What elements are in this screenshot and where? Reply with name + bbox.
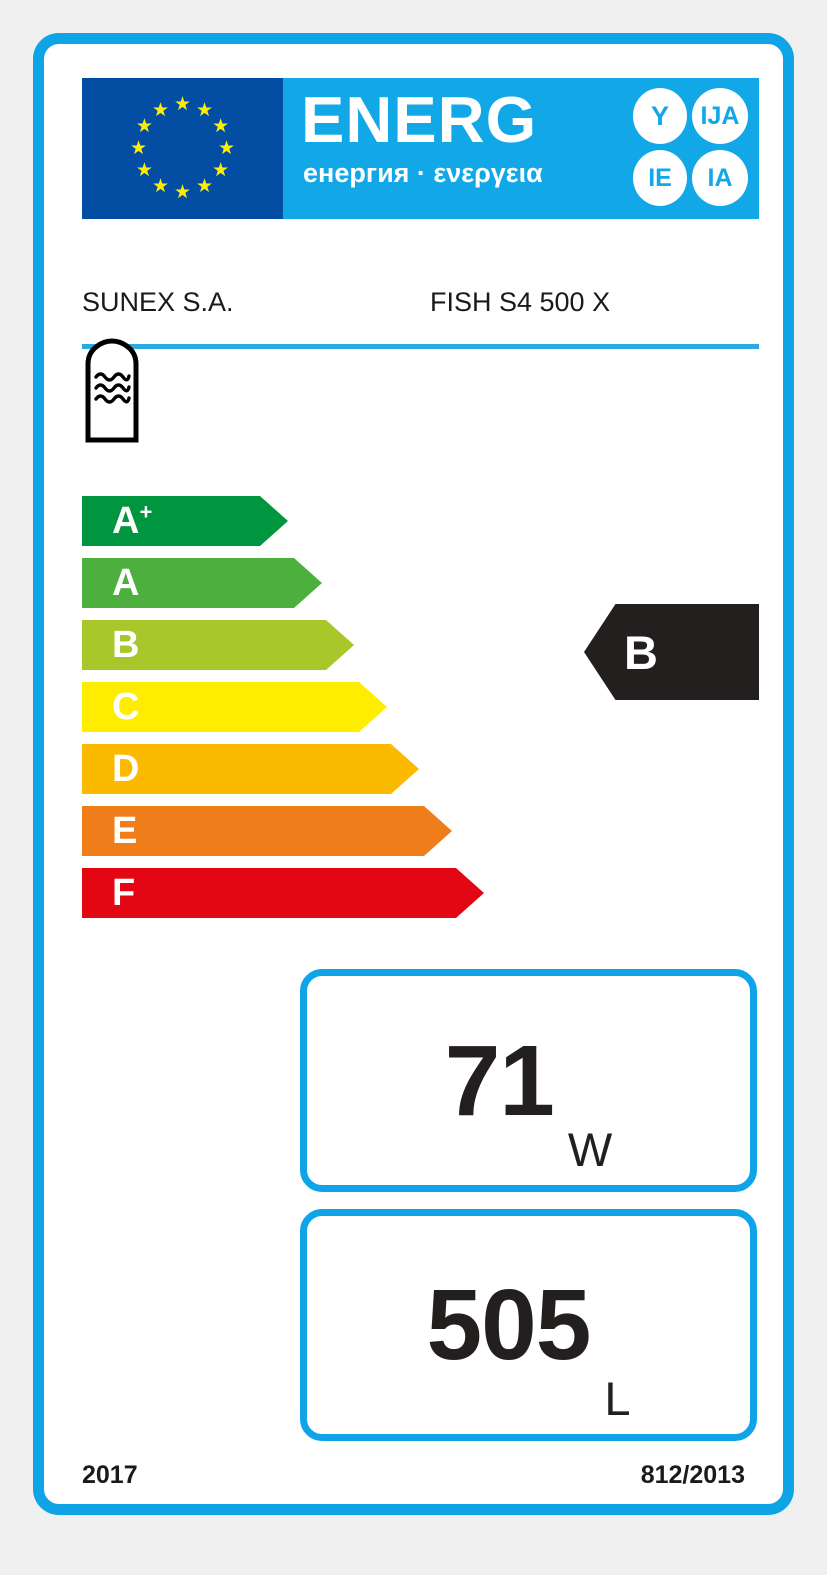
rated-class-letter: B: [624, 625, 658, 679]
class-band-label: B: [112, 624, 140, 666]
eu-star-icon: ★: [196, 176, 214, 198]
eu-star-icon: ★: [130, 138, 148, 159]
language-badges: Y IJA IE IA: [633, 88, 751, 208]
class-band-b: B: [82, 620, 354, 670]
european-union-flag: ★ ★ ★ ★ ★ ★ ★ ★ ★ ★ ★ ★: [82, 78, 283, 219]
label-year: 2017: [82, 1461, 138, 1489]
energ-wordmark: ENERG: [301, 83, 538, 156]
class-band-label: A+: [112, 499, 153, 542]
label-header: ★ ★ ★ ★ ★ ★ ★ ★ ★ ★ ★ ★ ENERG енергия · ενεργεια Y …: [82, 78, 759, 219]
eu-star-icon: ★: [218, 138, 236, 159]
language-badge-ie: IE: [633, 150, 687, 206]
class-band-a: A: [82, 558, 322, 608]
class-band-a-plus: A+: [82, 496, 288, 546]
volume-unit: L: [604, 1372, 631, 1425]
class-band-f: F: [82, 868, 484, 918]
eu-star-icon: ★: [212, 160, 230, 181]
energ-banner: ENERG енергия · ενεργεια Y IJA IE IA: [283, 78, 759, 219]
energy-label-card: ★ ★ ★ ★ ★ ★ ★ ★ ★ ★ ★ ★ ENERG енергия · ενεργεια Y …: [33, 33, 794, 1515]
class-band-label: D: [112, 748, 140, 790]
eu-star-icon: ★: [212, 116, 230, 137]
class-band-label: A: [112, 562, 140, 604]
eu-star-icon: ★: [174, 182, 192, 203]
eu-star-icon: ★: [174, 94, 192, 115]
language-badge-ija: IJA: [692, 88, 748, 144]
rated-energy-class-arrow: B: [584, 604, 759, 700]
class-band-c: C: [82, 682, 387, 732]
supplier-row: SUNEX S.A. FISH S4 500 X: [82, 287, 759, 327]
eu-star-icon: ★: [135, 160, 153, 181]
eu-star-icon: ★: [196, 99, 214, 121]
storage-volume-box: 505 L: [300, 1209, 757, 1441]
eu-star-icon: ★: [152, 99, 170, 121]
power-unit: W: [567, 1123, 613, 1176]
header-divider: [82, 344, 759, 349]
class-band-e: E: [82, 806, 452, 856]
supplier-name: SUNEX S.A.: [82, 287, 234, 317]
class-band-label: F: [112, 872, 136, 914]
hot-water-storage-tank-icon: [82, 336, 142, 446]
volume-value: 505: [426, 1269, 592, 1381]
eu-star-icon: ★: [135, 116, 153, 137]
energ-subtitle: енергия · ενεργεια: [303, 158, 543, 188]
language-badge-y: Y: [633, 88, 687, 144]
regulation-number: 812/2013: [640, 1461, 745, 1489]
eu-star-icon: ★: [152, 176, 170, 198]
class-band-d: D: [82, 744, 419, 794]
standing-heat-loss-box: 71 W: [300, 969, 757, 1192]
language-badge-ia: IA: [692, 150, 748, 206]
class-band-label: E: [112, 810, 138, 852]
energy-class-scale: A+ A B C D E: [82, 496, 502, 936]
class-band-label: C: [112, 686, 140, 728]
power-value: 71: [444, 1024, 555, 1137]
model-identifier: FISH S4 500 X: [430, 287, 611, 317]
